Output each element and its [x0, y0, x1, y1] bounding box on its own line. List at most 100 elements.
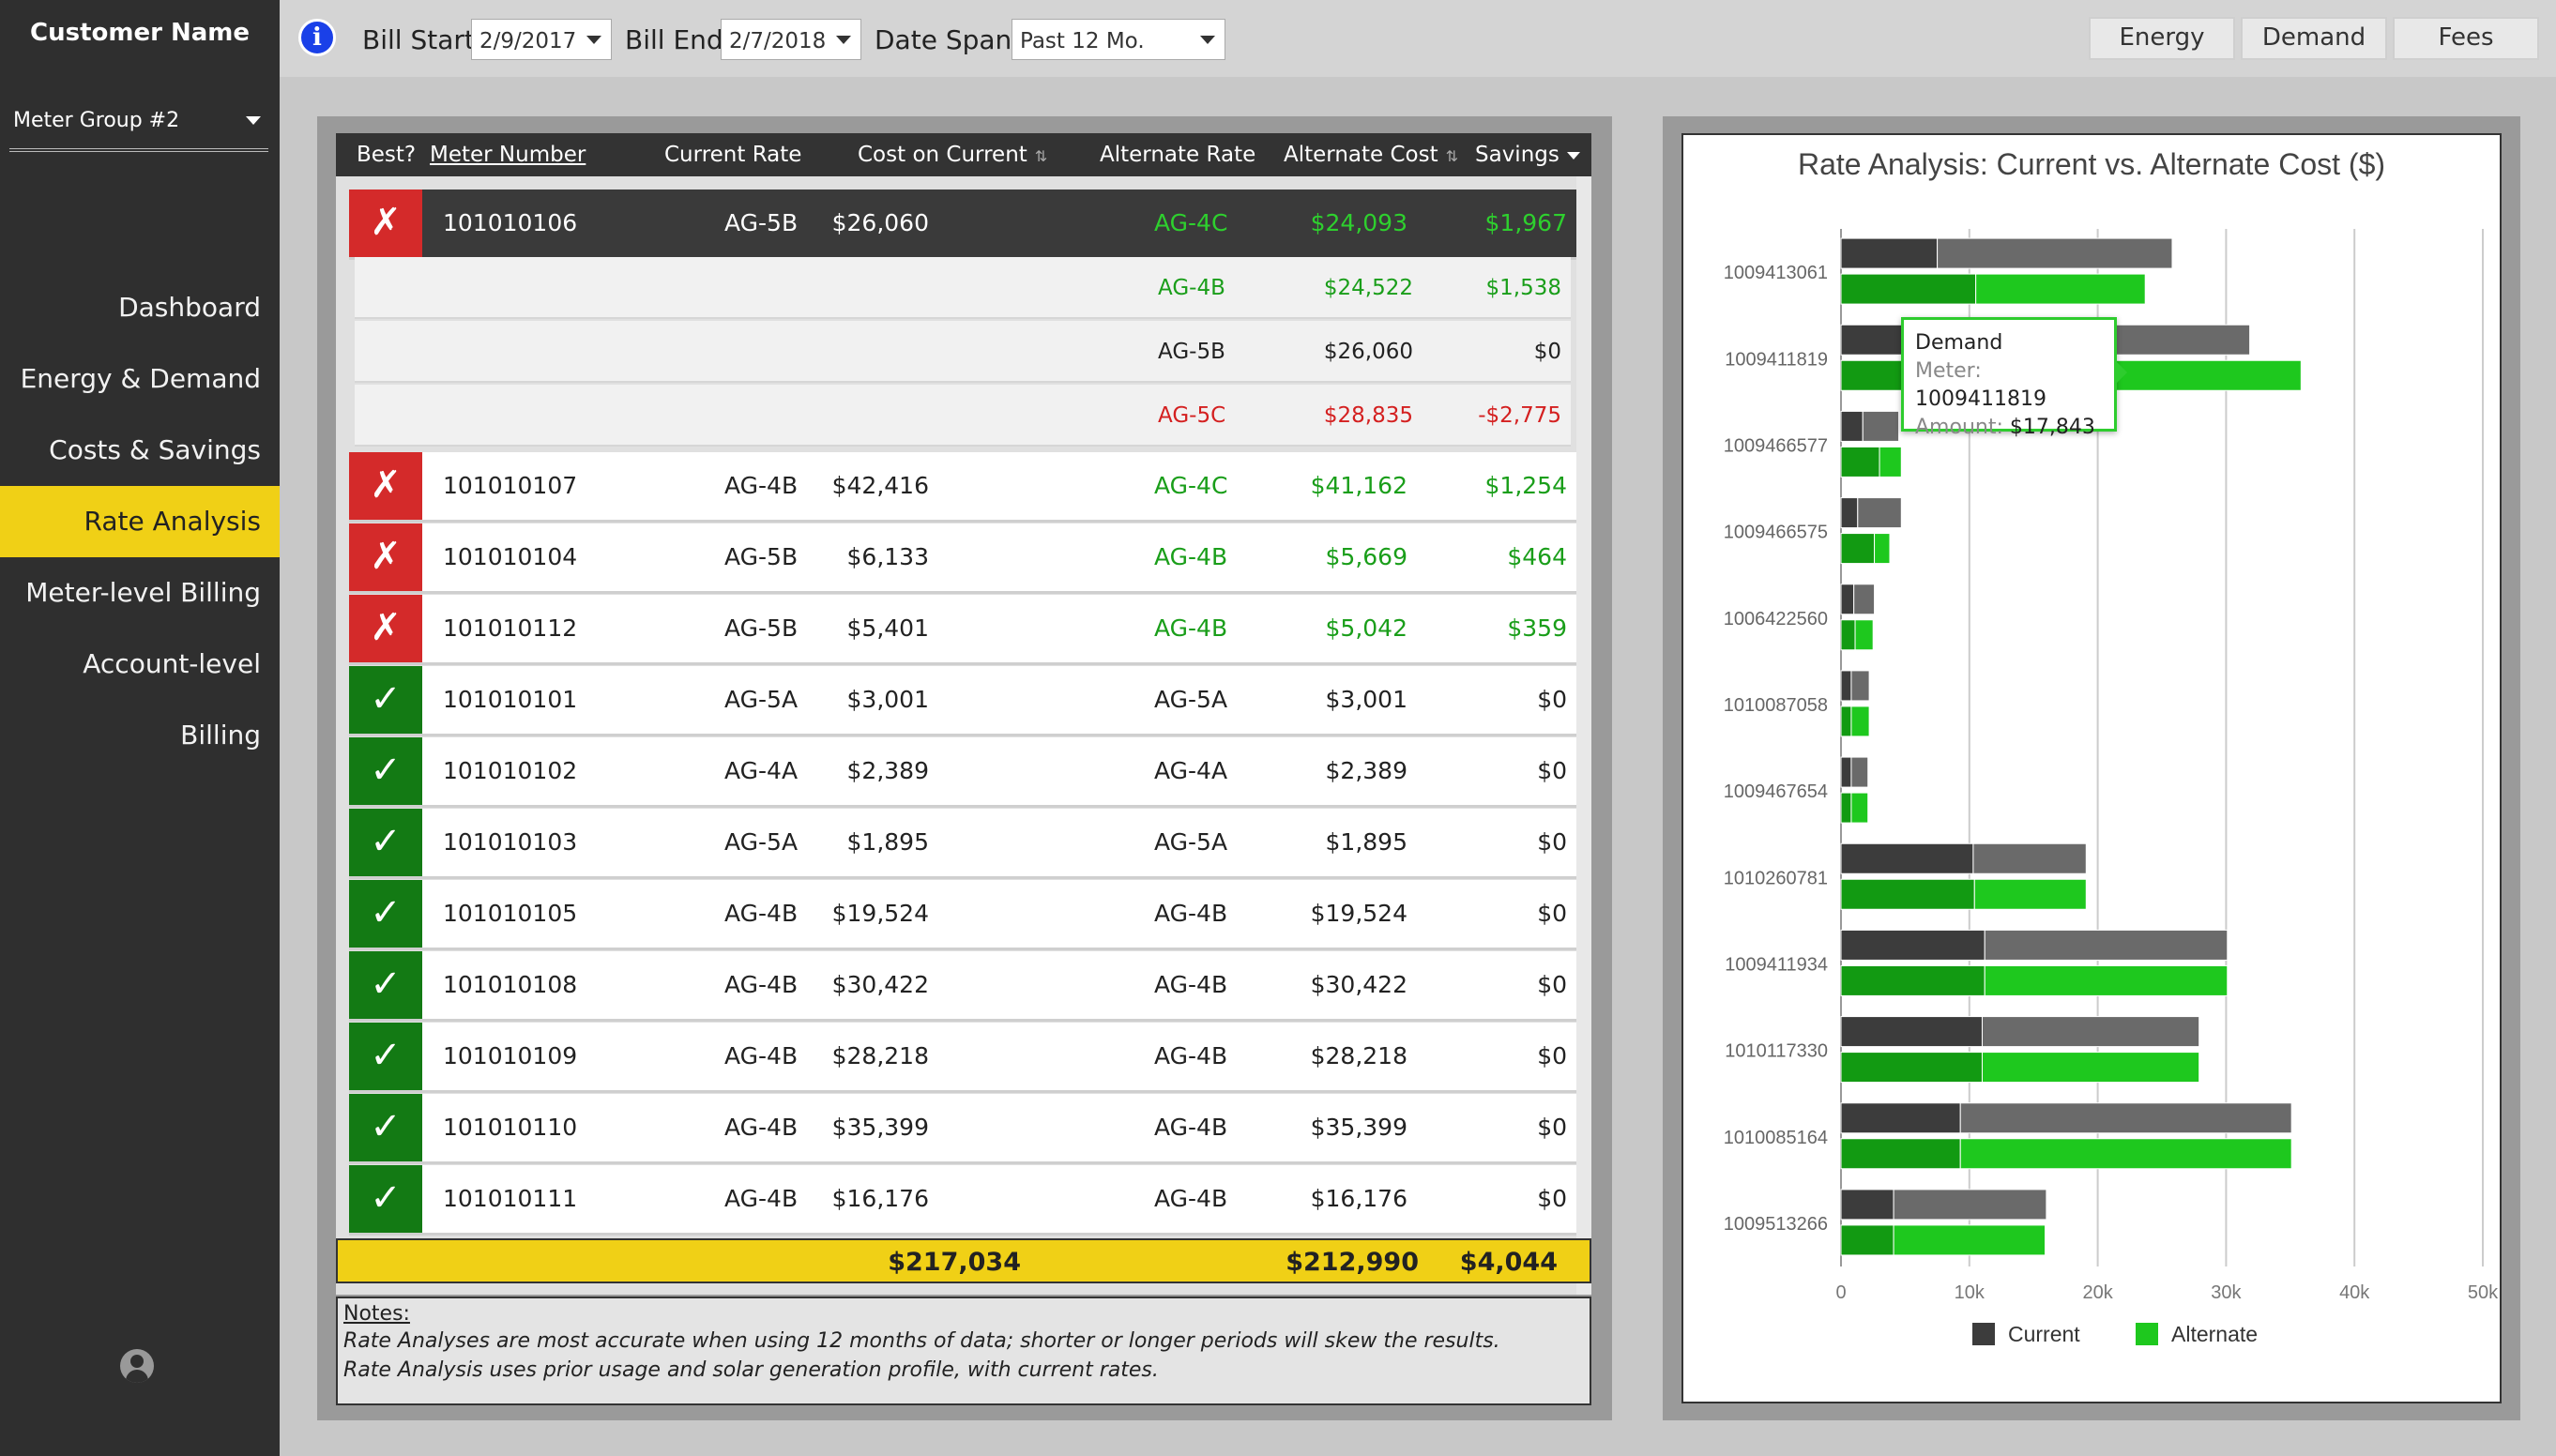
- y-tick-label: 1006422560: [1724, 609, 1828, 629]
- savings: $1,254: [1484, 472, 1567, 499]
- notes-line: Rate Analyses are most accurate when usi…: [343, 1329, 1500, 1353]
- option-cost: $28,835: [1323, 403, 1413, 428]
- bar-segment: [1984, 929, 2229, 961]
- col-alt-cost[interactable]: Alternate Cost ⇅: [1284, 143, 1459, 167]
- total-cost-current: $217,034: [888, 1248, 1021, 1277]
- alt-cost: $19,524: [1310, 900, 1407, 927]
- savings: $0: [1537, 971, 1567, 998]
- y-tick-label: 1009467654: [1724, 781, 1828, 802]
- savings: $464: [1507, 543, 1567, 570]
- tooltip-amount-label: Amount:: [1915, 416, 2003, 439]
- best-check-icon: ✓: [349, 1165, 422, 1233]
- tooltip-title: Demand: [1915, 331, 2003, 355]
- alt-cost: $3,001: [1325, 686, 1407, 713]
- current-rate: AG-4B: [724, 1114, 799, 1141]
- date-span-select[interactable]: Past 12 Mo.: [1012, 19, 1225, 60]
- current-rate: AG-5B: [724, 543, 799, 570]
- sidebar-item-costs-savings[interactable]: Costs & Savings: [49, 434, 261, 465]
- current-rate: AG-4B: [724, 1042, 799, 1069]
- current-rate: AG-4B: [724, 1185, 799, 1212]
- tooltip-amount-value: $17,843: [2009, 416, 2095, 439]
- not-best-x-icon: ✗: [349, 190, 422, 257]
- bill-end-select[interactable]: 2/7/2018: [721, 19, 861, 60]
- table-row[interactable]: ✓ 101010111 AG-4B $16,176 AG-4B $16,176 …: [349, 1165, 1576, 1233]
- alt-rate: AG-4B: [1154, 900, 1228, 927]
- y-tick-label: 1009466577: [1724, 435, 1828, 456]
- rate-option-row[interactable]: AG-5B $26,060 $0: [355, 321, 1571, 383]
- best-check-icon: ✓: [349, 1023, 422, 1090]
- table-row[interactable]: ✗ 101010112 AG-5B $5,401 AG-4B $5,042 $3…: [349, 595, 1576, 662]
- demand-button[interactable]: Demand: [2241, 17, 2387, 60]
- meter-number: 101010108: [443, 971, 578, 998]
- notes-line: Rate Analysis uses prior usage and solar…: [343, 1358, 1159, 1382]
- table-row[interactable]: ✓ 101010109 AG-4B $28,218 AG-4B $28,218 …: [349, 1023, 1576, 1090]
- bar-segment: [1879, 446, 1902, 478]
- top-bar: i Bill Start: 2/9/2017 Bill End: 2/7/201…: [280, 0, 2556, 77]
- meter-number: 101010112: [443, 614, 578, 642]
- current-rate: AG-4A: [724, 757, 799, 784]
- alt-rate: AG-4C: [1154, 209, 1228, 236]
- bar-segment: [1840, 619, 1856, 651]
- bar-segment: [1959, 1138, 2292, 1170]
- alt-cost: $30,422: [1310, 971, 1407, 998]
- savings: $0: [1537, 1185, 1567, 1212]
- meter-number: 101010103: [443, 828, 578, 856]
- bar-segment: [1840, 446, 1880, 478]
- bar-segment: [1984, 964, 2229, 996]
- table-scrollbar[interactable]: [1576, 176, 1591, 1295]
- y-tick-label: 1009513266: [1724, 1214, 1828, 1235]
- bill-start-select[interactable]: 2/9/2017: [471, 19, 612, 60]
- sidebar-item-rate-analysis[interactable]: Rate Analysis: [0, 486, 280, 557]
- alt-rate: AG-5A: [1154, 686, 1228, 713]
- not-best-x-icon: ✗: [349, 595, 422, 662]
- rate-table-panel: Best? Meter Number Current Rate Cost on …: [317, 116, 1612, 1420]
- y-tick-label: 1010087058: [1724, 695, 1828, 716]
- table-row-expanded[interactable]: ✗ 101010106 AG-5B $26,060 AG-4C $24,093 …: [349, 190, 1576, 257]
- bar-segment: [1840, 964, 1985, 996]
- sidebar-item-dashboard[interactable]: Dashboard: [118, 292, 261, 323]
- bar-segment: [1893, 1224, 2046, 1256]
- bar-segment: [1981, 1052, 2200, 1084]
- bar-segment: [1973, 878, 2087, 910]
- table-row[interactable]: ✗ 101010107 AG-4B $42,416 AG-4C $41,162 …: [349, 452, 1576, 520]
- chevron-down-icon: [836, 36, 851, 44]
- bill-end-value: 2/7/2018: [729, 29, 827, 53]
- rate-option-row[interactable]: AG-4B $24,522 $1,538: [355, 257, 1571, 319]
- sidebar-item-energy-demand[interactable]: Energy & Demand: [20, 363, 261, 394]
- x-tick-label: 10k: [1955, 1282, 1985, 1303]
- sidebar-item-account-billing[interactable]: Account-level Billing: [83, 648, 261, 751]
- sort-icon: ⇅: [1445, 147, 1459, 165]
- y-tick-label: 1010260781: [1724, 868, 1828, 888]
- sidebar-item-meter-billing[interactable]: Meter-level Billing: [25, 577, 261, 608]
- alt-cost: $1,895: [1325, 828, 1407, 856]
- table-row[interactable]: ✗ 101010104 AG-5B $6,133 AG-4B $5,669 $4…: [349, 523, 1576, 591]
- rate-option-row[interactable]: AG-5C $28,835 -$2,775: [355, 385, 1571, 447]
- tooltip-meter-value: 1009411819: [1915, 387, 2046, 411]
- option-savings: $0: [1533, 340, 1561, 364]
- col-meter-number[interactable]: Meter Number: [430, 143, 586, 167]
- col-current-rate[interactable]: Current Rate: [664, 143, 802, 167]
- option-rate: AG-4B: [1158, 276, 1225, 300]
- col-alt-rate[interactable]: Alternate Rate: [1100, 143, 1256, 167]
- table-row[interactable]: ✓ 101010101 AG-5A $3,001 AG-5A $3,001 $0: [349, 666, 1576, 734]
- cost-current: $30,422: [831, 971, 929, 998]
- table-row[interactable]: ✓ 101010108 AG-4B $30,422 AG-4B $30,422 …: [349, 951, 1576, 1019]
- info-icon[interactable]: i: [298, 19, 336, 56]
- table-row[interactable]: ✓ 101010105 AG-4B $19,524 AG-4B $19,524 …: [349, 880, 1576, 948]
- bar-segment: [1857, 497, 1902, 529]
- col-savings[interactable]: Savings: [1475, 143, 1580, 167]
- table-row[interactable]: ✓ 101010103 AG-5A $1,895 AG-5A $1,895 $0: [349, 809, 1576, 876]
- bar-segment: [1840, 410, 1864, 442]
- col-savings-label: Savings: [1475, 143, 1559, 167]
- table-row[interactable]: ✓ 101010102 AG-4A $2,389 AG-4A $2,389 $0: [349, 737, 1576, 805]
- bar-segment: [1840, 842, 1974, 874]
- meter-group-select[interactable]: Meter Group #2: [9, 99, 268, 152]
- table-row[interactable]: ✓ 101010110 AG-4B $35,399 AG-4B $35,399 …: [349, 1094, 1576, 1161]
- option-cost: $24,522: [1323, 276, 1413, 300]
- user-icon[interactable]: [120, 1349, 154, 1383]
- bar-segment: [1874, 533, 1891, 565]
- energy-button[interactable]: Energy: [2089, 17, 2235, 60]
- fees-button[interactable]: Fees: [2393, 17, 2539, 60]
- meter-number: 101010102: [443, 757, 578, 784]
- col-cost-current[interactable]: Cost on Current ⇅: [858, 143, 1047, 167]
